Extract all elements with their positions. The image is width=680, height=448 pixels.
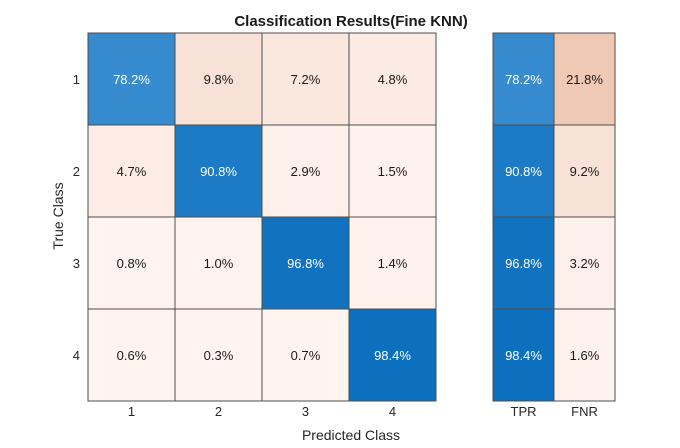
row-tick-label-2: 2 [73,164,80,179]
matrix-cell-r2-c1 [87,124,176,218]
col-tick-label-3: 3 [302,404,309,419]
row-tick-label-1: 1 [73,72,80,87]
matrix-cells: 78.2% 9.8% 7.2% 4.8% 4.7% 90.8% 2.9% 1.5% 0.8% 1.… [87,32,437,402]
summary-cell-label-r2-fnr: 9.2% [570,164,600,179]
matrix-cell-label-r3-c2: 1.0% [204,256,234,271]
matrix-cell-label-r2-c1: 4.7% [117,164,147,179]
summary-col-label-tpr: TPR [511,404,537,419]
matrix-cell-r3-c4 [348,216,437,310]
matrix-cell-label-r2-c2: 90.8% [200,164,237,179]
col-tick-label-1: 1 [128,404,135,419]
matrix-cell-label-r3-c4: 1.4% [378,256,408,271]
summary-cell-r3-fnr [553,216,616,310]
matrix-cell-r1-c3 [261,32,350,126]
summary-cell-r4-tpr [492,308,555,402]
y-axis-label: True Class [50,182,66,249]
matrix-cell-r4-c4 [348,308,437,402]
summary-cell-label-r2-tpr: 90.8% [505,164,542,179]
summary-cells: 78.2% 21.8% 90.8% 9.2% 96.8% 3.2% 98.4% 1.6% [492,32,616,402]
col-tick-label-4: 4 [389,404,396,419]
matrix-cell-r1-c4 [348,32,437,126]
summary-cell-label-r3-tpr: 96.8% [505,256,542,271]
matrix-cell-label-r4-c3: 0.7% [291,348,321,363]
summary-cell-label-r3-fnr: 3.2% [570,256,600,271]
matrix-cell-r4-c1 [87,308,176,402]
matrix-cell-label-r1-c1: 78.2% [113,72,150,87]
matrix-cell-label-r4-c2: 0.3% [204,348,234,363]
summary-tick-labels: TPR FNR [511,404,598,419]
matrix-cell-label-r1-c4: 4.8% [378,72,408,87]
matrix-cell-label-r3-c1: 0.8% [117,256,147,271]
col-tick-labels: 1 2 3 4 [128,404,396,419]
matrix-cell-r1-c1 [87,32,176,126]
matrix-cell-r4-c2 [174,308,263,402]
summary-cell-r4-fnr [553,308,616,402]
chart-title: Classification Results(Fine KNN) [234,13,467,30]
summary-col-label-fnr: FNR [571,404,598,419]
summary-cell-r2-fnr [553,124,616,218]
matrix-cell-label-r2-c3: 2.9% [291,164,321,179]
summary-cell-label-r1-fnr: 21.8% [566,72,603,87]
summary-cell-r3-tpr [492,216,555,310]
matrix-cell-r3-c2 [174,216,263,310]
col-tick-label-2: 2 [215,404,222,419]
summary-cell-r1-fnr [553,32,616,126]
matrix-cell-r4-c3 [261,308,350,402]
summary-cell-label-r1-tpr: 78.2% [505,72,542,87]
summary-cell-r1-tpr [492,32,555,126]
matrix-cell-label-r1-c3: 7.2% [291,72,321,87]
matrix-cell-label-r1-c2: 9.8% [204,72,234,87]
matrix-cell-label-r4-c1: 0.6% [117,348,147,363]
matrix-cell-label-r4-c4: 98.4% [374,348,411,363]
row-tick-label-4: 4 [73,348,80,363]
row-tick-labels: 1 2 3 4 [73,72,80,363]
x-axis-label: Predicted Class [302,427,400,443]
matrix-cell-label-r3-c3: 96.8% [287,256,324,271]
summary-cell-label-r4-tpr: 98.4% [505,348,542,363]
summary-cell-label-r4-fnr: 1.6% [570,348,600,363]
matrix-cell-r1-c2 [174,32,263,126]
summary-cell-r2-tpr [492,124,555,218]
matrix-cell-r2-c4 [348,124,437,218]
row-tick-label-3: 3 [73,256,80,271]
matrix-cell-r2-c2 [174,124,263,218]
matrix-cell-label-r2-c4: 1.5% [378,164,408,179]
